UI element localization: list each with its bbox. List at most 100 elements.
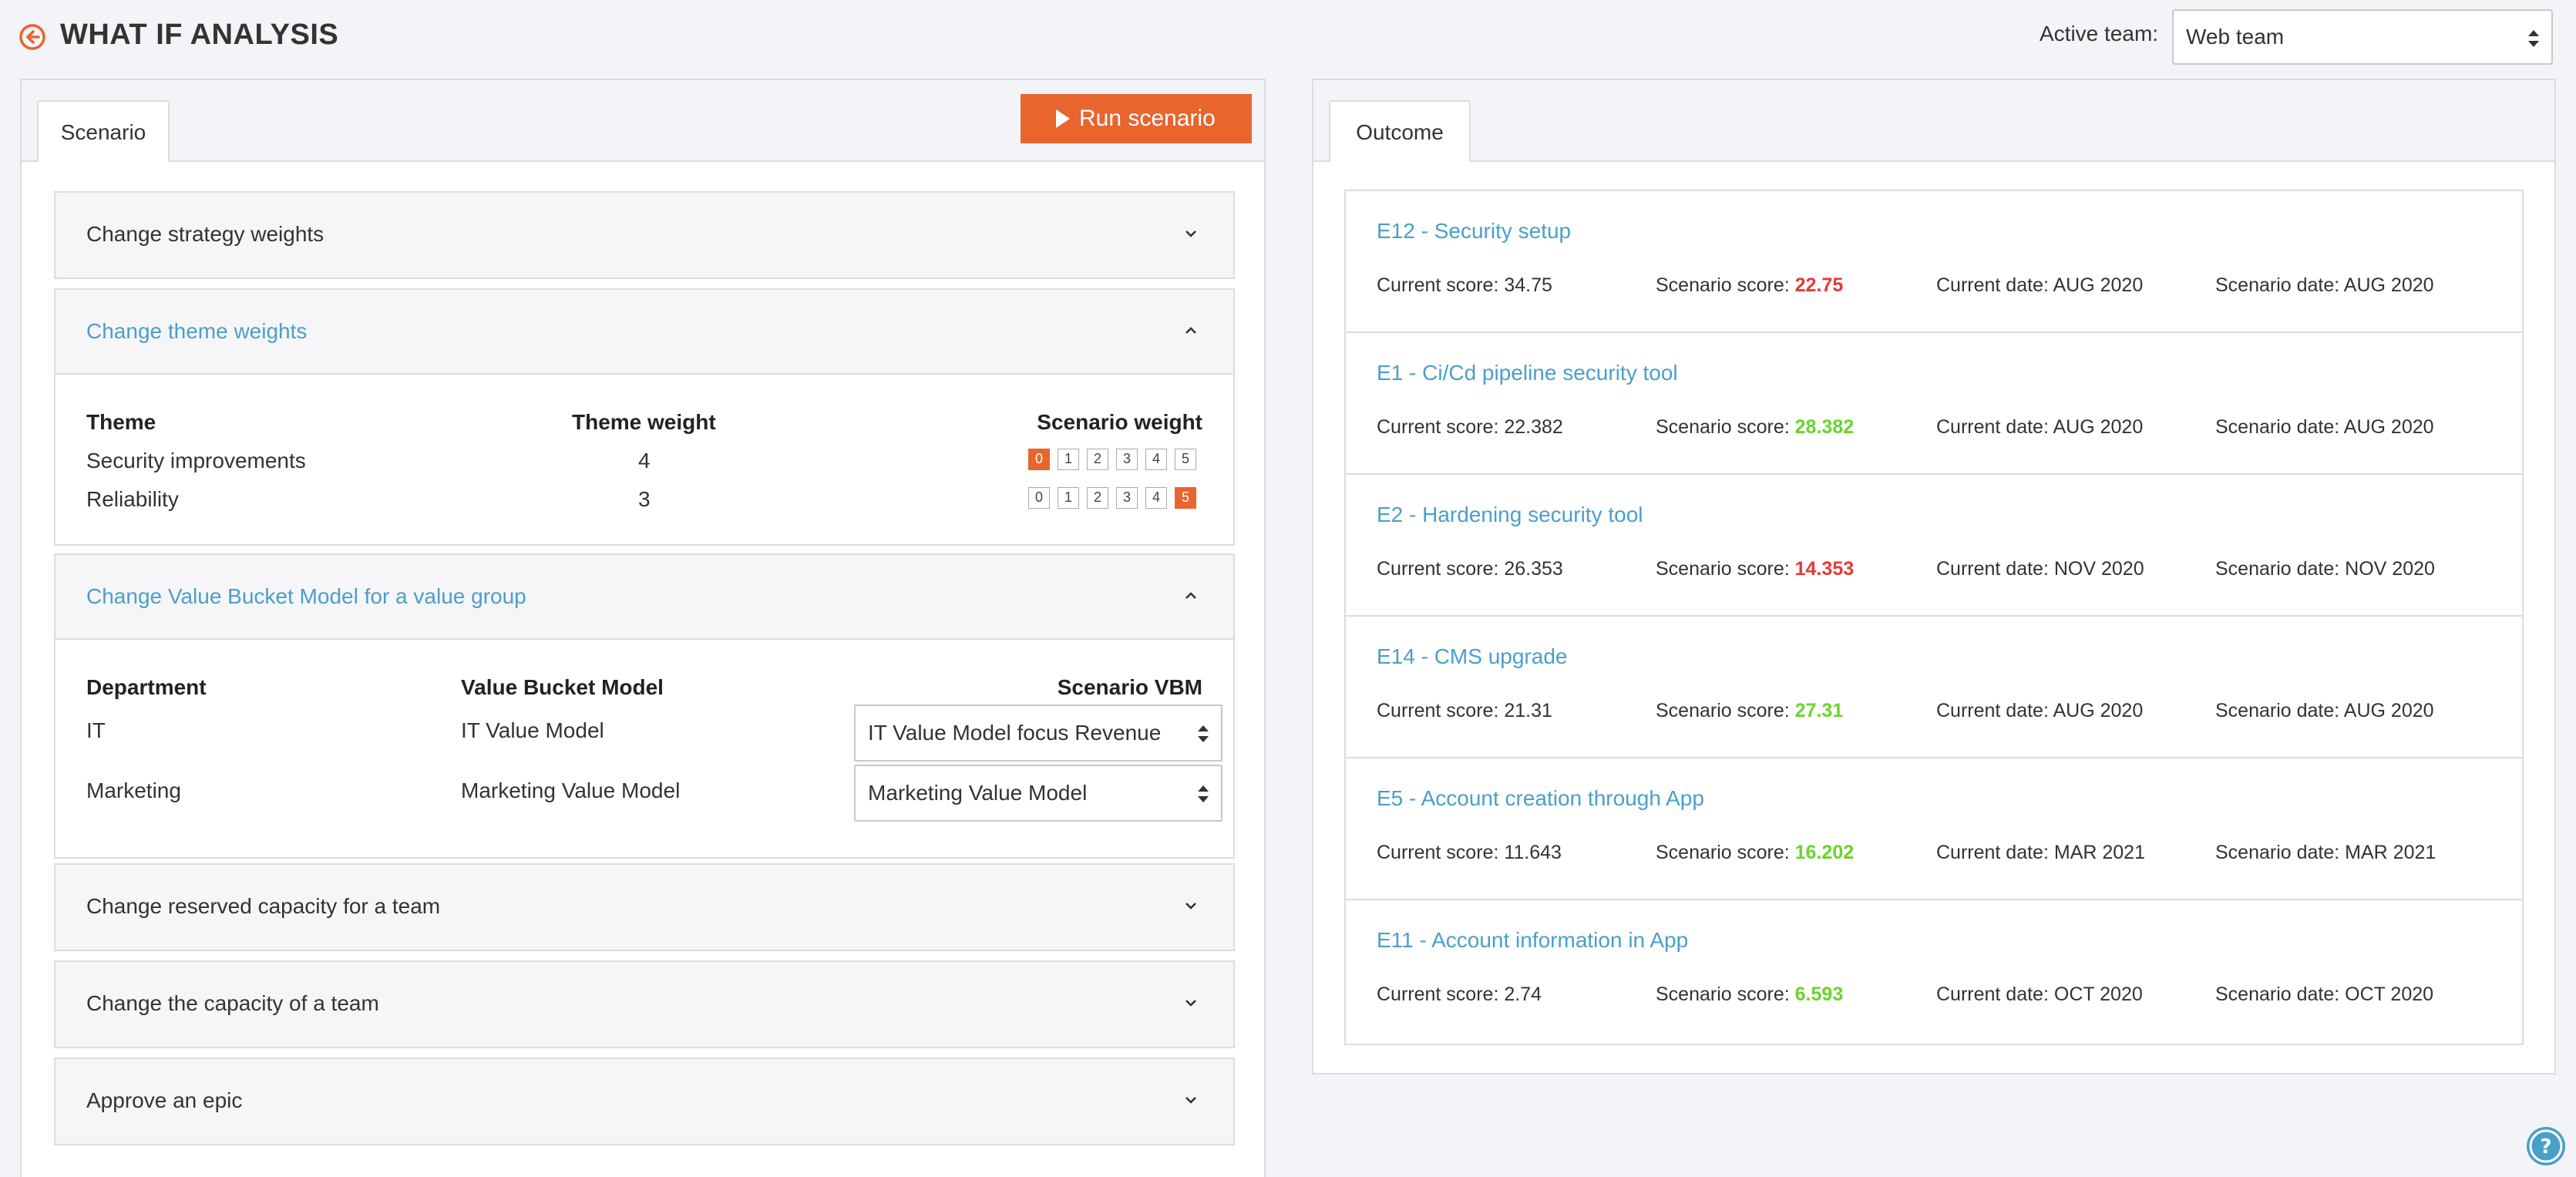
current-date: Current date: OCT 2020 xyxy=(1936,984,2143,1005)
accordion-capacity-header[interactable]: Change the capacity of a team xyxy=(55,962,1233,1047)
current-score-value: 2.74 xyxy=(1504,984,1542,1005)
scenario-date-value: MAR 2021 xyxy=(2345,842,2436,863)
scenario-score-value: 14.353 xyxy=(1794,558,1855,580)
accordion-approve-header[interactable]: Approve an epic xyxy=(55,1059,1233,1144)
accordion-theme-header[interactable]: Change theme weights xyxy=(55,290,1233,375)
current-score: Current score: 2.74 xyxy=(1377,984,1542,1005)
scenario-weight-option[interactable]: 5 xyxy=(1175,449,1196,470)
accordion-approve-title: Approve an epic xyxy=(86,1088,243,1112)
current-date: Current date: NOV 2020 xyxy=(1936,558,2144,580)
run-scenario-button[interactable]: Run scenario xyxy=(1021,94,1252,143)
scenario-date: Scenario date: AUG 2020 xyxy=(2215,700,2434,721)
scenario-vbm-column-header: Scenario VBM xyxy=(1057,675,1202,699)
back-circle-icon[interactable] xyxy=(18,23,46,51)
chevron-down-icon xyxy=(1185,230,1196,237)
epic-link[interactable]: E14 - CMS upgrade xyxy=(1377,644,1568,668)
scenario-date-value: NOV 2020 xyxy=(2345,558,2435,580)
outcome-item: E14 - CMS upgrade Current score: 21.31 S… xyxy=(1346,617,2522,758)
epic-link[interactable]: E1 - Ci/Cd pipeline security tool xyxy=(1377,361,1678,385)
epic-link[interactable]: E2 - Hardening security tool xyxy=(1377,503,1643,526)
outcome-tabbar: Outcome xyxy=(1313,80,2554,163)
scenario-score: Scenario score: 22.75 xyxy=(1656,274,1844,296)
accordion-value-bucket-model: Change Value Bucket Model for a value gr… xyxy=(54,553,1235,859)
vbm-column-header: Value Bucket Model xyxy=(461,675,664,699)
scenario-score-value: 22.75 xyxy=(1794,274,1844,296)
scenario-weight-option[interactable]: 1 xyxy=(1058,487,1079,509)
current-score-value: 34.75 xyxy=(1504,274,1552,296)
scenario-weight-option[interactable]: 5 xyxy=(1175,487,1196,509)
scenario-weight-option[interactable]: 3 xyxy=(1116,487,1138,509)
accordion-theme-title: Change theme weights xyxy=(86,319,308,343)
outcome-item: E11 - Account information in App Current… xyxy=(1346,900,2522,1042)
chevron-down-icon xyxy=(1185,903,1196,910)
tab-scenario[interactable]: Scenario xyxy=(37,100,170,163)
current-date-value: AUG 2020 xyxy=(2053,700,2144,721)
scenario-score-value: 28.382 xyxy=(1794,416,1855,438)
department-name: IT xyxy=(86,718,106,742)
tab-outcome[interactable]: Outcome xyxy=(1329,100,1471,163)
accordion-strategy-header[interactable]: Change strategy weights xyxy=(55,193,1233,277)
scenario-weight-option[interactable]: 1 xyxy=(1058,449,1079,470)
scenario-date: Scenario date: MAR 2021 xyxy=(2215,842,2436,863)
outcome-item: E5 - Account creation through App Curren… xyxy=(1346,758,2522,900)
theme-name: Security improvements xyxy=(86,449,306,472)
play-icon xyxy=(1056,109,1070,128)
scenario-weight-option[interactable]: 4 xyxy=(1145,449,1167,470)
run-scenario-label: Run scenario xyxy=(1079,106,1216,131)
accordion-reserved-capacity: Change reserved capacity for a team xyxy=(54,863,1235,951)
scenario-weight-option[interactable]: 0 xyxy=(1028,449,1050,470)
department-column-header: Department xyxy=(86,675,207,699)
current-date-value: MAR 2021 xyxy=(2053,842,2145,863)
current-date-value: OCT 2020 xyxy=(2053,984,2143,1005)
accordion-theme-weights: Change theme weights Theme Theme weight … xyxy=(54,288,1235,546)
theme-weight: 4 xyxy=(638,449,651,472)
vbm-name: Marketing Value Model xyxy=(461,779,681,802)
scenario-date: Scenario date: OCT 2020 xyxy=(2215,984,2434,1005)
epic-link[interactable]: E11 - Account information in App xyxy=(1377,928,1689,952)
accordion-strategy-title: Change strategy weights xyxy=(86,222,325,246)
epic-link[interactable]: E5 - Account creation through App xyxy=(1377,786,1704,810)
select-arrows-icon xyxy=(1198,785,1209,802)
scenario-date-value: OCT 2020 xyxy=(2345,984,2434,1005)
accordion-vbm-header[interactable]: Change Value Bucket Model for a value gr… xyxy=(55,555,1233,640)
scenario-date-value: AUG 2020 xyxy=(2343,416,2434,438)
current-score: Current score: 26.353 xyxy=(1377,558,1563,580)
outcome-panel: Outcome E12 - Security setup Current sco… xyxy=(1312,79,2556,1074)
scenario-score: Scenario score: 16.202 xyxy=(1656,842,1855,863)
scenario-weight-option[interactable]: 0 xyxy=(1028,487,1050,509)
current-date-value: NOV 2020 xyxy=(2053,558,2144,580)
theme-column-header: Theme xyxy=(86,410,156,434)
active-team-select[interactable]: Web team xyxy=(2172,9,2553,65)
scenario-weight-option[interactable]: 3 xyxy=(1116,449,1138,470)
scenario-date-value: AUG 2020 xyxy=(2343,274,2434,296)
scenario-vbm-select[interactable]: Marketing Value Model xyxy=(854,765,1222,822)
chevron-up-icon xyxy=(1185,592,1196,599)
scenario-vbm-select[interactable]: IT Value Model focus Revenue xyxy=(854,705,1222,762)
vbm-name: IT Value Model xyxy=(461,718,604,742)
chevron-down-icon xyxy=(1185,1097,1196,1104)
epic-link[interactable]: E12 - Security setup xyxy=(1377,219,1572,243)
scenario-score: Scenario score: 14.353 xyxy=(1656,558,1855,580)
scenario-date: Scenario date: NOV 2020 xyxy=(2215,558,2435,580)
scenario-score-value: 27.31 xyxy=(1794,700,1844,721)
accordion-capacity-title: Change the capacity of a team xyxy=(86,991,379,1015)
scenario-date: Scenario date: AUG 2020 xyxy=(2215,416,2434,438)
scenario-weight-option[interactable]: 2 xyxy=(1087,449,1108,470)
select-arrows-icon xyxy=(1198,725,1209,742)
current-score: Current score: 21.31 xyxy=(1377,700,1552,721)
scenario-vbm-value: Marketing Value Model xyxy=(868,781,1088,805)
scenario-weight-option[interactable]: 2 xyxy=(1087,487,1108,509)
scenario-weight-column-header: Scenario weight xyxy=(1037,410,1202,434)
active-team-label: Active team: xyxy=(2040,22,2159,45)
current-score: Current score: 34.75 xyxy=(1377,274,1552,296)
chevron-down-icon xyxy=(1185,1000,1196,1007)
select-arrows-icon xyxy=(2528,30,2539,47)
current-score: Current score: 11.643 xyxy=(1377,842,1562,863)
help-icon[interactable]: ? xyxy=(2525,1125,2567,1167)
scenario-score-value: 6.593 xyxy=(1794,984,1844,1005)
theme-weight-column-header: Theme weight xyxy=(572,410,716,434)
accordion-reserved-header[interactable]: Change reserved capacity for a team xyxy=(55,865,1233,950)
scenario-date-value: AUG 2020 xyxy=(2343,700,2434,721)
outcome-item: E1 - Ci/Cd pipeline security tool Curren… xyxy=(1346,333,2522,475)
scenario-weight-option[interactable]: 4 xyxy=(1145,487,1167,509)
